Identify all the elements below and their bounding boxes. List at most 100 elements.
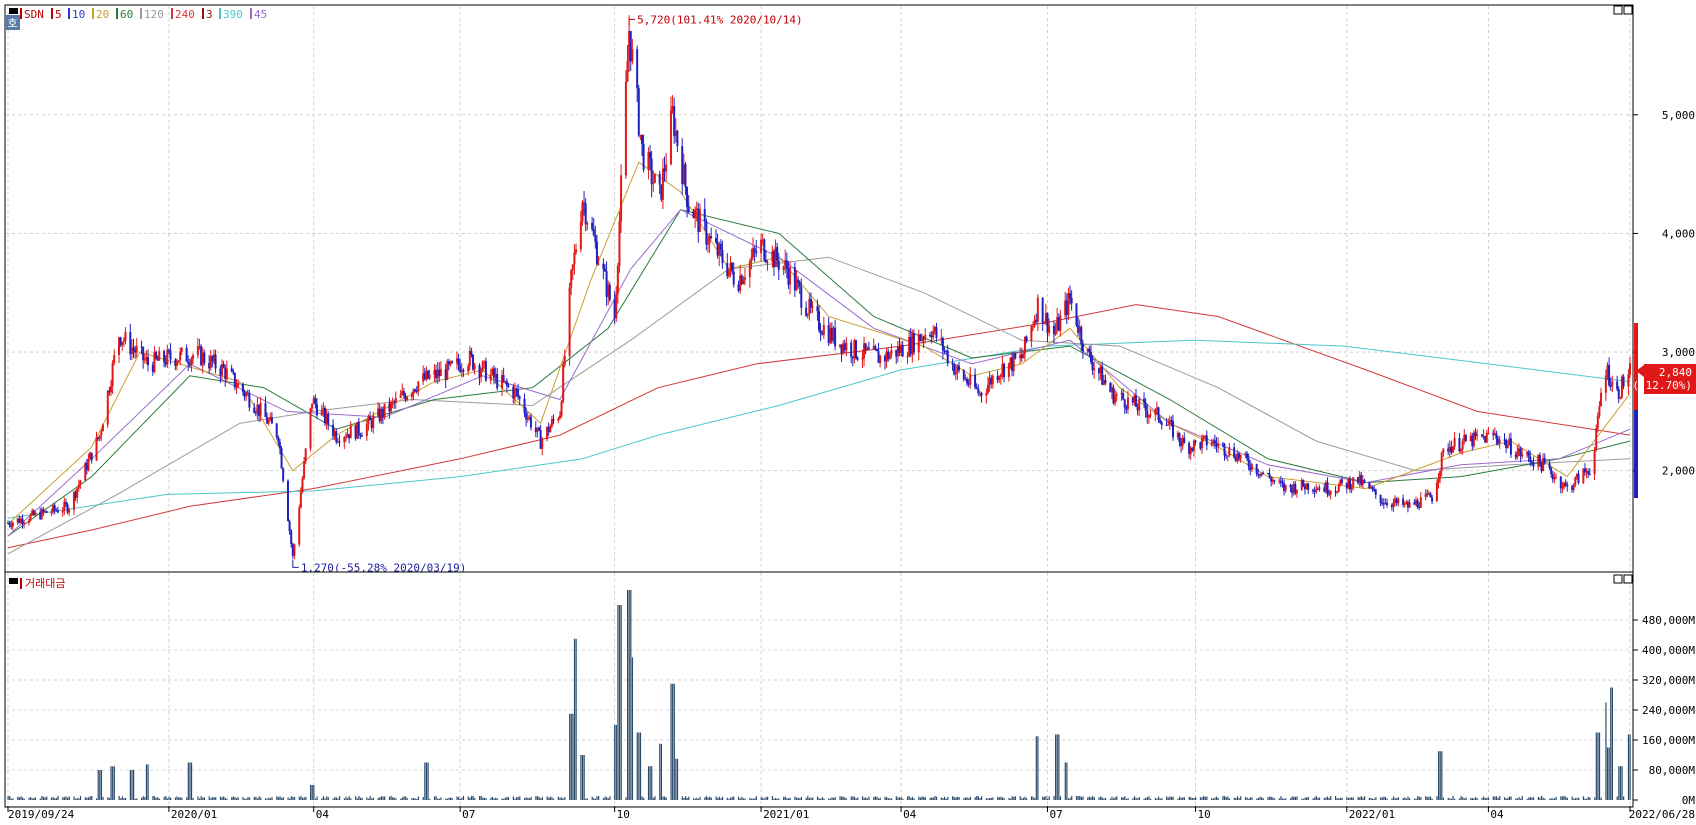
candle-body xyxy=(1022,353,1025,359)
volume-bar xyxy=(820,798,822,800)
volume-bar xyxy=(113,766,115,800)
candle-body xyxy=(1437,478,1440,483)
volume-bar xyxy=(1373,798,1375,800)
candle-body xyxy=(933,327,936,332)
volume-minimize-icon[interactable] xyxy=(1613,574,1623,584)
candle-body xyxy=(706,243,709,245)
volume-legend-marker xyxy=(20,578,22,589)
volume-bar xyxy=(1161,797,1163,800)
candle-body xyxy=(1178,432,1181,443)
price-panel[interactable]: 5,720(101.41% 2020/10/14)1,270(-55.28% 2… xyxy=(4,4,1634,574)
volume-bar xyxy=(1248,798,1250,800)
volume-bar xyxy=(134,798,136,800)
candle-body xyxy=(591,223,594,229)
candle-body xyxy=(1619,397,1622,399)
candle-body xyxy=(100,431,103,436)
candle-body xyxy=(1553,477,1556,480)
volume-bar xyxy=(467,796,469,800)
volume-bar xyxy=(979,797,981,800)
volume-bar xyxy=(176,796,178,800)
candle-body xyxy=(167,349,170,352)
volume-window-controls[interactable] xyxy=(1613,574,1633,584)
volume-bar xyxy=(1092,795,1094,800)
volume-axis-label: 480,000M xyxy=(1642,614,1695,627)
volume-bar xyxy=(664,796,666,800)
volume-close-icon[interactable] xyxy=(1623,574,1633,584)
volume-bar xyxy=(1549,798,1551,800)
candle-body xyxy=(900,344,903,353)
candle-body xyxy=(1001,363,1004,375)
candle-body xyxy=(309,408,312,449)
candle-body xyxy=(571,264,574,271)
volume-bar xyxy=(1582,796,1585,800)
volume-bar xyxy=(293,797,296,800)
candle-body xyxy=(21,518,24,525)
candle-body xyxy=(517,389,520,397)
volume-bar xyxy=(507,797,510,800)
candle-body xyxy=(658,173,661,185)
volume-bar xyxy=(260,797,262,800)
candle-body xyxy=(1482,435,1485,437)
candle-body xyxy=(1554,476,1557,478)
volume-bar xyxy=(1515,798,1517,800)
volume-bar xyxy=(478,796,481,800)
x-axis-label: 07 xyxy=(462,808,475,821)
volume-bar xyxy=(898,797,901,800)
volume-bar xyxy=(189,762,191,800)
volume-bar xyxy=(496,798,498,800)
volume-bar xyxy=(1244,797,1247,800)
candle-body xyxy=(924,334,927,340)
price-badge[interactable]: 호 xyxy=(5,15,20,30)
volume-bar xyxy=(1384,796,1387,800)
legend-item-label: 20 xyxy=(96,8,109,21)
x-axis-label: 10 xyxy=(1198,808,1211,821)
volume-bar xyxy=(503,798,505,800)
volume-bar xyxy=(1211,798,1213,800)
candle-body xyxy=(1419,497,1422,508)
candle-body xyxy=(346,434,349,438)
candle-body xyxy=(135,346,138,353)
volume-bar xyxy=(237,797,239,800)
candle-body xyxy=(1505,439,1508,449)
candle-body xyxy=(256,404,259,413)
candle-body xyxy=(494,373,497,378)
volume-bar xyxy=(726,797,728,800)
candle-body xyxy=(1204,435,1207,437)
volume-bar xyxy=(1425,796,1427,800)
candle-body xyxy=(805,307,808,316)
volume-bar xyxy=(57,796,59,800)
candle-body xyxy=(866,347,869,350)
volume-bar xyxy=(10,798,12,800)
volume-bar xyxy=(958,796,960,800)
candle-body xyxy=(1493,433,1496,435)
candle-body xyxy=(811,306,814,308)
price-window-controls[interactable] xyxy=(1613,5,1633,15)
candle-body xyxy=(451,361,454,363)
minimize-icon[interactable] xyxy=(1613,5,1623,15)
volume-bar xyxy=(1014,796,1017,800)
volume-bar xyxy=(812,797,814,800)
candle-body xyxy=(660,184,663,200)
volume-bar xyxy=(1048,796,1050,800)
volume-bar xyxy=(583,755,585,800)
candle-body xyxy=(1003,363,1006,378)
candle-body xyxy=(164,361,167,365)
candle-body xyxy=(1295,489,1298,494)
candle-body xyxy=(378,408,381,422)
candle-body xyxy=(748,261,751,278)
volume-bar xyxy=(1429,796,1432,800)
candle-body xyxy=(1088,348,1091,352)
current-price-label: 2,840 xyxy=(1659,366,1692,379)
close-icon[interactable] xyxy=(1623,5,1633,15)
candle-body xyxy=(315,404,318,416)
volume-bar xyxy=(945,798,947,800)
candle-body xyxy=(1221,443,1224,445)
volume-bar xyxy=(1067,798,1070,800)
volume-bar xyxy=(742,798,745,800)
volume-bars xyxy=(7,590,1631,800)
volume-panel[interactable] xyxy=(4,571,1634,808)
volume-bar xyxy=(334,797,336,800)
volume-bar xyxy=(944,796,946,800)
volume-bar xyxy=(1080,796,1082,800)
moving-average-lines xyxy=(7,161,1631,555)
